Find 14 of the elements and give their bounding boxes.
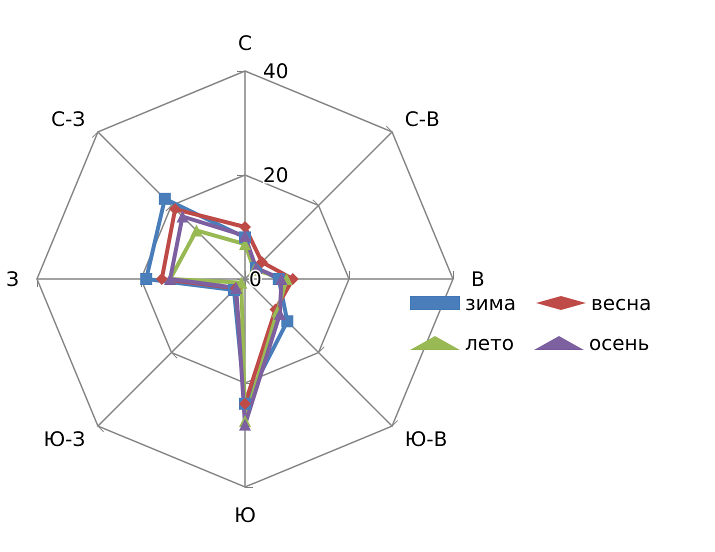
- spoke-label: Ю-В: [404, 426, 448, 451]
- spoke-label: Ю-З: [44, 426, 86, 451]
- spoke-label: Ю: [234, 503, 256, 527]
- legend-label: зима: [465, 291, 516, 315]
- spoke-label: С-З: [51, 107, 86, 132]
- spoke-label: С: [238, 31, 252, 55]
- spoke-label: С-В: [404, 107, 440, 132]
- legend-label: лето: [465, 331, 514, 355]
- legend-label: осень: [588, 331, 650, 355]
- legend-label: весна: [590, 291, 652, 315]
- spoke-label: З: [6, 267, 19, 291]
- y-tick-label: 20: [263, 163, 288, 187]
- y-tick-label: 40: [263, 59, 288, 83]
- spoke-label: В: [471, 267, 485, 291]
